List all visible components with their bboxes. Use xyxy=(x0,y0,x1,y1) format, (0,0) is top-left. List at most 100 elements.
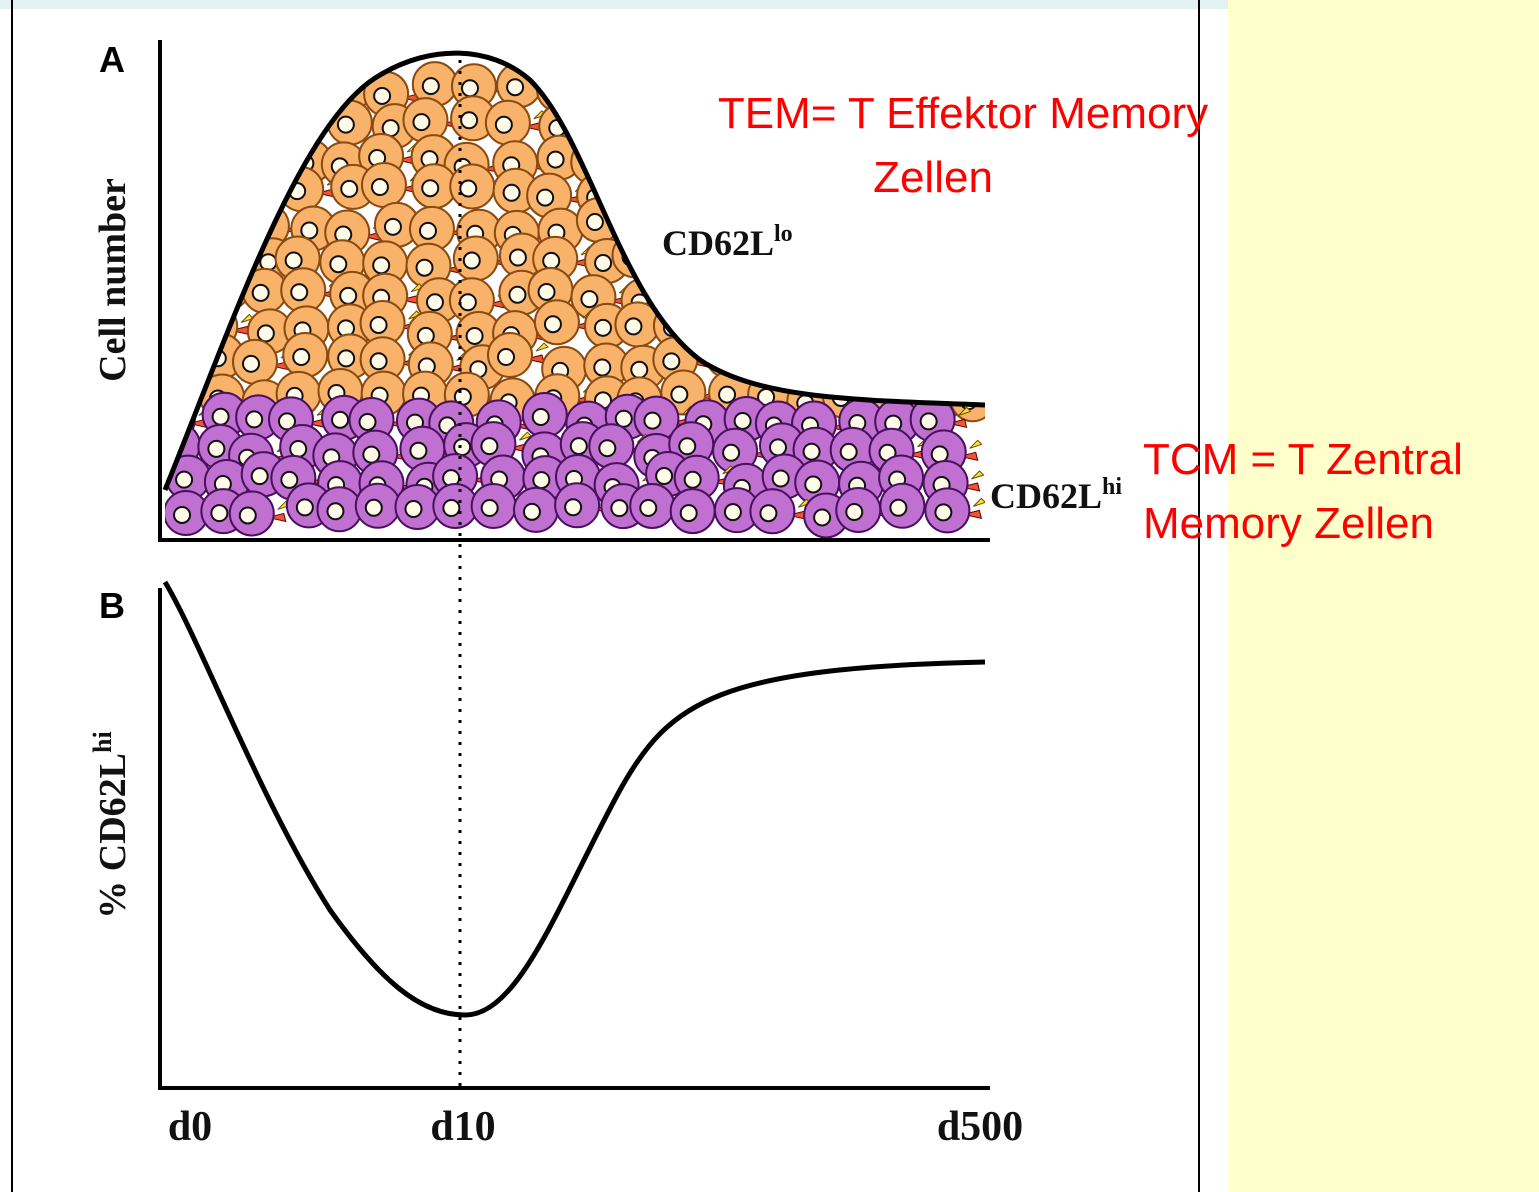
nucleus xyxy=(509,287,525,303)
panel-letter: B xyxy=(99,585,125,626)
nucleus xyxy=(507,79,523,95)
nucleus xyxy=(631,362,647,378)
label-sup: hi xyxy=(88,731,117,753)
nucleus xyxy=(656,468,672,484)
annotation: Memory Zellen xyxy=(1143,499,1434,548)
page: {"panel_a": {"letter": "A", "y_label": "… xyxy=(0,0,1539,1192)
nucleus xyxy=(719,387,735,403)
label-base: CD62L xyxy=(990,476,1102,516)
nucleus xyxy=(548,152,564,168)
nucleus xyxy=(416,260,432,276)
nucleus xyxy=(213,409,229,425)
nucleus xyxy=(545,316,561,332)
nucleus xyxy=(260,254,276,270)
nucleus xyxy=(371,317,387,333)
nucleus xyxy=(258,325,274,341)
nucleus xyxy=(427,294,443,310)
nucleus xyxy=(211,505,227,521)
nucleus xyxy=(671,387,687,403)
annotation: TEM= T Effektor Memory xyxy=(718,89,1208,138)
nucleus xyxy=(846,504,862,520)
nucleus xyxy=(921,413,937,429)
nucleus xyxy=(246,411,262,427)
nucleus xyxy=(587,214,603,230)
nucleus xyxy=(644,413,660,429)
nucleus xyxy=(462,80,478,96)
nucleus xyxy=(281,472,297,488)
nucleus xyxy=(804,444,820,460)
nucleus xyxy=(599,440,615,456)
annotation: TCM = T Zentral xyxy=(1143,435,1463,484)
nucleus xyxy=(935,504,951,520)
nucleus xyxy=(663,353,679,369)
nucleus xyxy=(374,88,390,104)
nucleus xyxy=(373,257,389,273)
nucleus xyxy=(461,112,477,128)
label-base: % CD62L xyxy=(92,753,134,919)
nucleus xyxy=(537,190,553,206)
nucleus xyxy=(340,288,356,304)
nucleus xyxy=(640,500,656,516)
nucleus xyxy=(565,499,581,515)
nucleus xyxy=(679,438,695,454)
nucleus xyxy=(410,443,426,459)
label-sup: hi xyxy=(1102,474,1122,500)
nucleus xyxy=(366,500,382,516)
x-label: d500 xyxy=(937,1104,1023,1150)
annotation: Zellen xyxy=(873,153,993,202)
nucleus xyxy=(240,507,256,523)
nucleus xyxy=(293,349,309,365)
nucleus xyxy=(467,328,483,344)
nucleus xyxy=(338,117,354,133)
nucleus xyxy=(422,180,438,196)
nucleus xyxy=(770,439,786,455)
nucleus xyxy=(460,294,476,310)
nucleus xyxy=(405,501,421,517)
nucleus xyxy=(372,179,388,195)
panel-letter: A xyxy=(99,39,125,80)
nucleus xyxy=(504,185,520,201)
figure: A Cell number CD62Llo CD62Lhi B % CD62Lh… xyxy=(0,0,1539,1192)
nucleus xyxy=(524,504,540,520)
nucleus xyxy=(423,78,439,94)
nucleus xyxy=(625,318,641,334)
nucleus xyxy=(174,507,190,523)
nucleus xyxy=(176,472,192,488)
label-lo: CD62Llo xyxy=(662,221,793,263)
nucleus xyxy=(385,219,401,235)
nucleus xyxy=(594,360,610,376)
label-base: CD62L xyxy=(662,223,774,263)
nucleus xyxy=(332,412,348,428)
side-panel xyxy=(1228,0,1539,1192)
x-label: d0 xyxy=(168,1104,212,1150)
nucleus xyxy=(725,504,741,520)
nucleus xyxy=(571,438,587,454)
nucleus xyxy=(301,222,317,238)
nucleus xyxy=(533,472,549,488)
nucleus xyxy=(413,114,429,130)
nucleus xyxy=(841,444,857,460)
nucleus xyxy=(253,285,269,301)
nucleus xyxy=(890,500,906,516)
nucleus xyxy=(543,253,559,269)
top-bar xyxy=(0,0,1378,9)
nucleus xyxy=(595,320,611,336)
nucleus xyxy=(341,181,357,197)
y-axis-label: % CD62Lhi xyxy=(88,731,134,918)
nucleus xyxy=(371,353,387,369)
nucleus xyxy=(760,505,776,521)
nucleus xyxy=(595,255,611,271)
nucleus xyxy=(360,414,376,430)
nucleus xyxy=(286,252,302,268)
nucleus xyxy=(723,445,739,461)
nucleus xyxy=(805,476,821,492)
nucleus xyxy=(510,249,526,265)
label-sup: lo xyxy=(774,221,793,247)
nucleus xyxy=(338,350,354,366)
nucleus xyxy=(327,503,343,519)
y-axis-label: Cell number xyxy=(92,178,134,382)
nucleus xyxy=(539,284,555,300)
nucleus xyxy=(420,223,436,239)
nucleus xyxy=(464,253,480,269)
nucleus xyxy=(443,500,459,516)
